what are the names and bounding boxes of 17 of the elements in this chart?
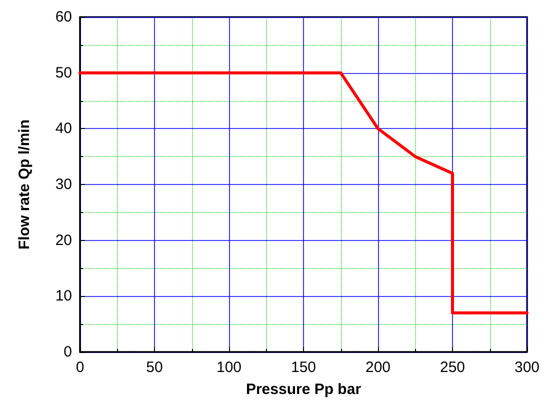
y-tick-label: 60: [55, 8, 72, 26]
y-tick-label: 20: [55, 232, 72, 249]
y-tick-label: 50: [55, 64, 72, 82]
x-tick-label: 300: [514, 359, 540, 376]
x-tick-label: 200: [365, 359, 391, 376]
x-axis-title: Pressure Pp bar: [246, 381, 362, 398]
x-tick-label: 0: [76, 359, 84, 376]
x-tick-label: 100: [216, 359, 242, 376]
y-tick-label: 40: [55, 120, 72, 138]
line-series: [78, 71, 528, 314]
x-tick-label: 150: [290, 359, 316, 376]
y-axis-title: Flow rate Qp l/min: [16, 119, 33, 250]
y-tick-label: 30: [55, 176, 72, 193]
y-tick-label: 0: [64, 344, 72, 360]
x-tick-label: 50: [146, 359, 163, 376]
x-tick-label: 250: [440, 359, 466, 376]
y-tick-label: 10: [55, 288, 72, 305]
